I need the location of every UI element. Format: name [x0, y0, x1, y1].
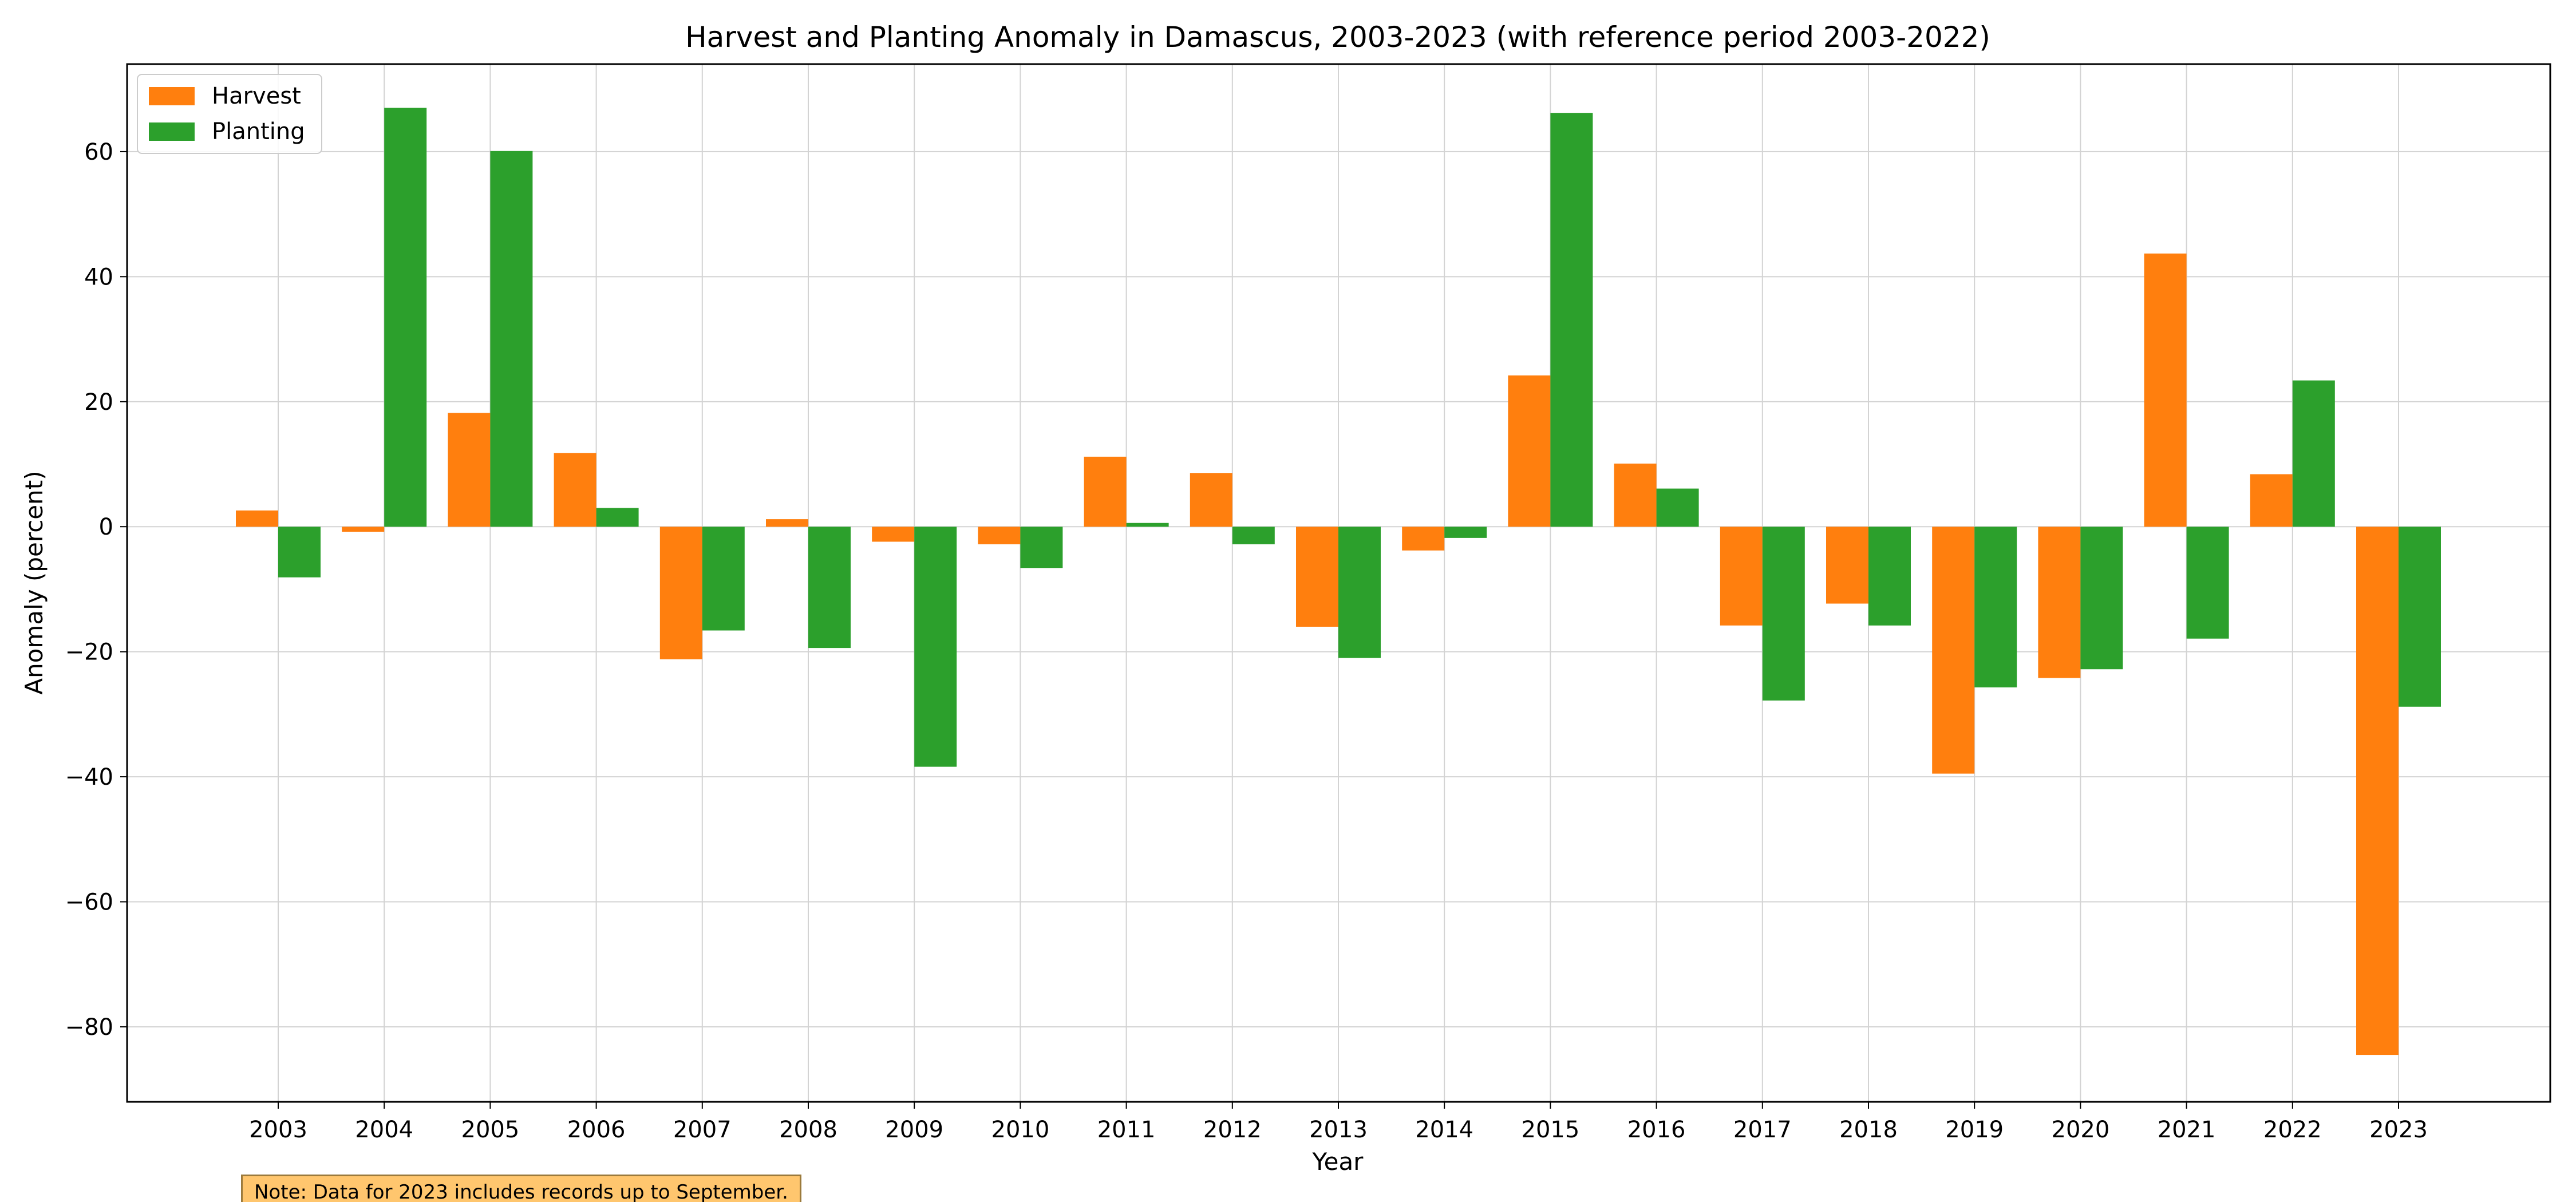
x-tick-label: 2011 [1097, 1117, 1156, 1143]
bar-planting-2003 [278, 527, 321, 578]
bar-harvest-2014 [1402, 527, 1445, 551]
x-tick-label: 2020 [2052, 1117, 2110, 1143]
bars [236, 108, 2441, 1055]
y-tick-label: 20 [84, 389, 113, 416]
x-tick-label: 2009 [885, 1117, 943, 1143]
bar-harvest-2008 [766, 519, 808, 527]
x-tick-label: 2013 [1309, 1117, 1368, 1143]
x-tick-label: 2007 [673, 1117, 732, 1143]
bar-harvest-2018 [1826, 527, 1868, 604]
x-tick-label: 2004 [355, 1117, 413, 1143]
bar-harvest-2023 [2356, 527, 2399, 1055]
bar-harvest-2015 [1508, 375, 1551, 527]
bar-planting-2022 [2292, 380, 2335, 527]
bar-planting-2017 [1762, 527, 1805, 701]
bar-planting-2004 [384, 108, 427, 527]
bar-harvest-2022 [2250, 474, 2293, 527]
bar-harvest-2012 [1190, 473, 1232, 527]
bar-planting-2012 [1232, 527, 1275, 544]
bar-planting-2006 [596, 508, 639, 527]
bar-planting-2009 [914, 527, 957, 767]
legend-label-planting: Planting [212, 118, 305, 145]
legend-swatch-planting [149, 122, 195, 141]
bar-planting-2016 [1656, 488, 1699, 527]
bar-planting-2013 [1338, 527, 1381, 658]
x-tick-label: 2014 [1415, 1117, 1473, 1143]
bar-planting-2015 [1550, 113, 1593, 527]
x-tick-label: 2016 [1627, 1117, 1686, 1143]
x-tick-label: 2023 [2369, 1117, 2428, 1143]
bar-planting-2010 [1020, 527, 1063, 568]
bar-harvest-2003 [236, 510, 278, 527]
bar-harvest-2013 [1296, 527, 1338, 627]
bar-harvest-2020 [2038, 527, 2081, 678]
x-tick-label: 2019 [1945, 1117, 2004, 1143]
bar-planting-2008 [808, 527, 851, 649]
bar-planting-2018 [1868, 527, 1911, 626]
bar-harvest-2004 [342, 527, 385, 532]
x-tick-label: 2022 [2263, 1117, 2322, 1143]
bar-harvest-2019 [1932, 527, 1975, 774]
y-tick-label: −60 [65, 889, 113, 916]
x-tick-label: 2018 [1839, 1117, 1898, 1143]
bar-planting-2019 [1974, 527, 2017, 687]
x-tick-label: 2017 [1733, 1117, 1792, 1143]
legend-label-harvest: Harvest [212, 83, 301, 109]
y-tick-label: −20 [65, 639, 113, 666]
x-axis-label: Year [1312, 1148, 1364, 1176]
chart-title: Harvest and Planting Anomaly in Damascus… [685, 21, 1990, 54]
bar-harvest-2009 [872, 527, 915, 542]
bar-harvest-2016 [1614, 463, 1657, 527]
x-tick-label: 2021 [2158, 1117, 2216, 1143]
bar-harvest-2017 [1720, 527, 1763, 626]
bar-planting-2005 [490, 151, 533, 527]
bar-harvest-2005 [448, 413, 491, 527]
bar-planting-2021 [2186, 527, 2229, 639]
x-tick-label: 2008 [779, 1117, 837, 1143]
axes: −80 −60 −40 −20 0 20 40 60 2003 2004 2005 2006 2007 2… [65, 63, 2551, 1143]
data-note: Note: Data for 2023 includes records up … [241, 1175, 801, 1202]
legend: Harvest Planting [137, 74, 322, 154]
x-tick-label: 2006 [567, 1117, 626, 1143]
x-tick-label: 2005 [461, 1117, 520, 1143]
bar-harvest-2011 [1084, 456, 1127, 527]
x-tick-label: 2012 [1203, 1117, 1262, 1143]
bar-harvest-2021 [2144, 253, 2187, 527]
bar-harvest-2010 [978, 527, 1021, 544]
y-tick-label: −80 [65, 1014, 113, 1041]
bar-planting-2014 [1444, 527, 1487, 538]
bar-planting-2011 [1126, 523, 1169, 527]
bar-harvest-2007 [659, 527, 702, 659]
bar-planting-2007 [702, 527, 745, 631]
y-tick-label: −40 [65, 764, 113, 790]
bar-planting-2020 [2080, 527, 2123, 670]
legend-swatch-harvest [149, 87, 195, 105]
bar-harvest-2006 [554, 453, 596, 527]
x-tick-label: 2003 [249, 1117, 307, 1143]
bar-planting-2023 [2399, 527, 2441, 707]
x-tick-label: 2015 [1522, 1117, 1580, 1143]
y-tick-label: 40 [84, 264, 113, 290]
y-axis-label: Anomaly (percent) [20, 470, 48, 694]
y-tick-label: 60 [84, 139, 113, 165]
y-tick-label: 0 [99, 514, 113, 540]
x-tick-label: 2010 [991, 1117, 1050, 1143]
